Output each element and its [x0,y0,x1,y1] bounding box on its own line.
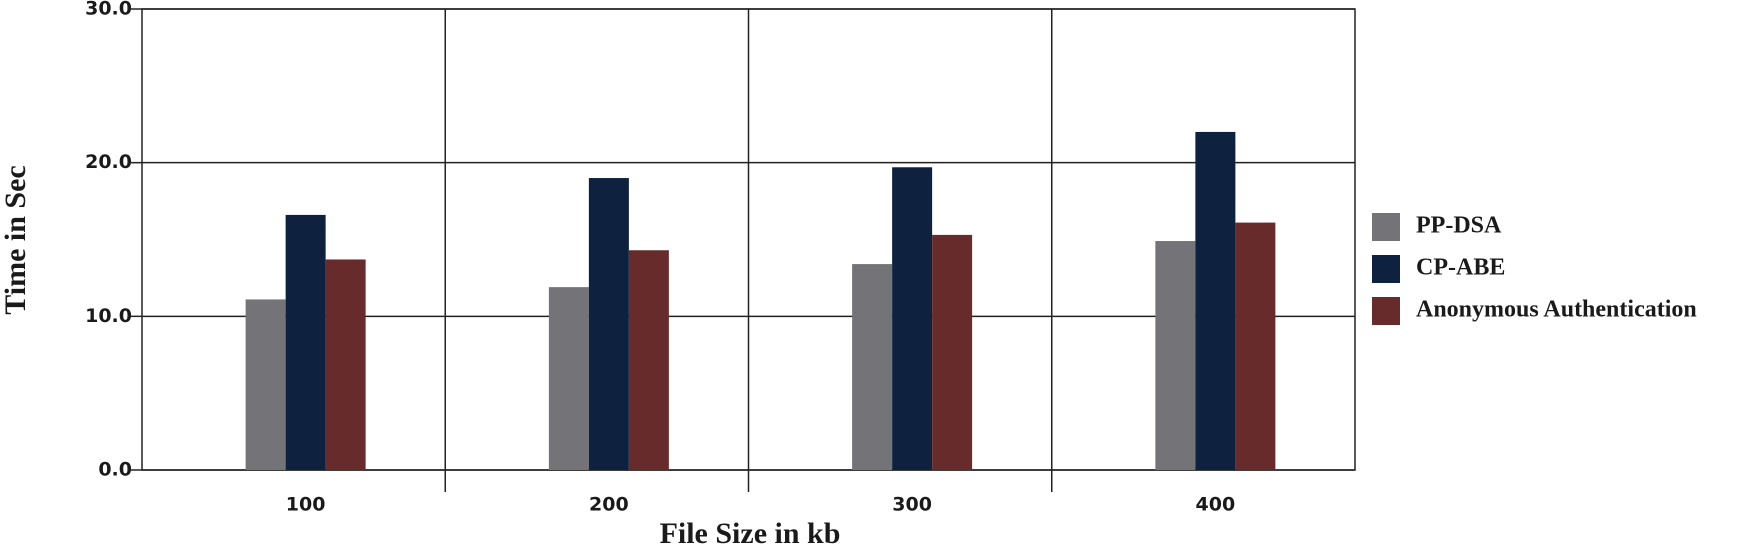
legend-swatch [1372,255,1400,283]
bar [548,287,589,470]
bar [285,214,326,470]
legend-swatch [1372,297,1400,325]
y-axis-title: Time in Sec [0,165,32,314]
y-tick-label: 30.0 [85,0,132,20]
bar [1155,241,1196,470]
x-tick-label: 400 [1196,494,1236,516]
legend-label: PP-DSA [1416,213,1502,239]
bar [892,167,933,470]
x-tick-label: 200 [589,494,629,516]
bar [325,259,366,470]
y-tick-label: 0.0 [98,459,132,481]
legend-label: Anonymous Authentication [1416,297,1697,323]
x-tick-label: 300 [892,494,932,516]
x-axis-title: File Size in kb [660,517,841,550]
legend-label: CP-ABE [1416,255,1505,281]
bar [1195,131,1236,470]
bar [1235,222,1276,470]
bar [245,299,286,470]
y-tick-label: 20.0 [85,151,132,173]
bar [852,264,893,470]
bar [588,178,629,471]
legend-swatch [1372,213,1400,241]
bar [628,250,669,470]
y-tick-label: 10.0 [85,305,132,327]
x-tick-label: 100 [286,494,326,516]
bar [932,234,973,470]
